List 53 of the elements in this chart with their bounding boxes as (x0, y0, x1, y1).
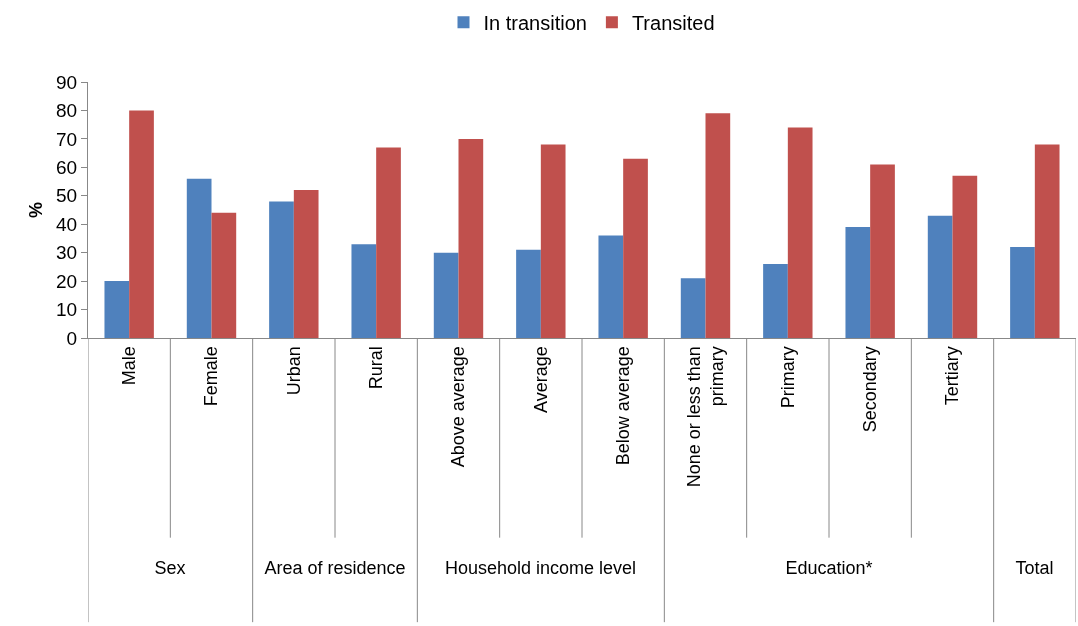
bar (787, 127, 813, 338)
y-tick-label: 50 (56, 185, 78, 207)
bar (845, 227, 871, 338)
x-tick-label: Male (119, 346, 140, 386)
bar (351, 244, 377, 338)
x-tick-label: Rural (366, 346, 387, 390)
bar (1034, 144, 1060, 338)
bar (680, 278, 706, 338)
y-tick-label: 20 (56, 270, 78, 292)
text: Household income level (444, 558, 637, 578)
bar (763, 264, 788, 338)
text: Area of residence (264, 558, 406, 578)
bar (598, 235, 624, 338)
y-tick-label: 80 (56, 100, 78, 122)
bar (104, 281, 130, 338)
bar (269, 201, 294, 338)
bar (376, 147, 401, 338)
bar (516, 249, 541, 338)
y-tick-label: 90 (56, 71, 78, 93)
x-tick-label: Female (201, 346, 222, 407)
y-tick-label: 60 (56, 156, 78, 178)
x-tick-label: Secondary (860, 346, 881, 433)
bar (129, 110, 154, 338)
bar (293, 190, 319, 338)
bar (1010, 246, 1035, 338)
x-tick-label: Tertiary (942, 346, 963, 406)
legend-label: Transited (631, 11, 715, 34)
x-tick-label: Below average (613, 346, 634, 466)
bar (927, 215, 953, 338)
bar (540, 144, 566, 338)
y-tick-label: 40 (56, 213, 78, 235)
bar (211, 212, 237, 338)
bar (870, 164, 895, 338)
legend-label: In transition (483, 11, 587, 34)
y-axis-title: % (26, 201, 46, 219)
bar (433, 252, 459, 338)
text: Total (1015, 558, 1054, 578)
bar (952, 175, 978, 338)
bar (705, 113, 731, 338)
bar (186, 178, 212, 338)
x-tick-label: Average (530, 346, 551, 413)
text: Sex (154, 558, 186, 578)
bar (458, 138, 484, 338)
x-tick-label: Primary (777, 346, 798, 409)
bar (623, 158, 648, 338)
x-tick-label: Above average (448, 346, 469, 468)
y-tick-label: 0 (66, 327, 78, 349)
y-tick-label: 10 (56, 299, 78, 321)
text: Education* (785, 558, 873, 578)
x-tick-label: Urban (283, 346, 304, 396)
x-tick-label: None or less than primary (683, 346, 728, 488)
y-tick-label: 70 (56, 128, 78, 150)
y-tick-label: 30 (56, 242, 78, 264)
